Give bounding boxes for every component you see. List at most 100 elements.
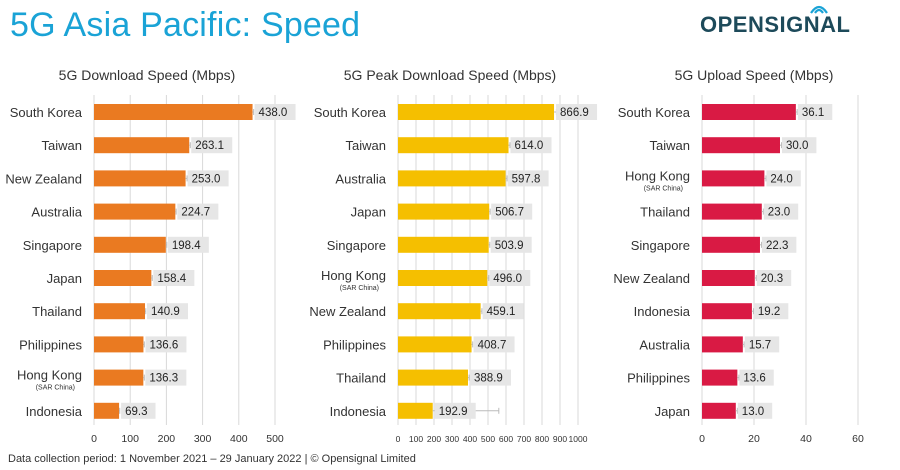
value-label-bg [782, 137, 817, 154]
category-label: Philippines [323, 337, 386, 352]
category-label: Taiwan [346, 138, 386, 153]
chart-panel-2: 5G Peak Download Speed (Mbps) 0 100 200 300 4… [309, 67, 598, 444]
value-label: 224.7 [181, 207, 210, 219]
bar [398, 236, 489, 253]
value-label-bg [491, 203, 533, 220]
value-label-bg [482, 303, 524, 320]
value-label: 19.2 [758, 306, 780, 318]
opensignal-logo: OPENSIGNAL [700, 5, 851, 38]
value-label: 30.0 [786, 140, 808, 152]
value-label-bg [191, 137, 233, 154]
category-label: South Korea [10, 105, 83, 120]
bar [398, 104, 555, 120]
tick-label: 700 [517, 434, 531, 444]
value-label: 158.4 [157, 273, 186, 285]
value-label: 22.3 [766, 240, 788, 252]
value-label: 192.9 [439, 406, 468, 418]
chart-title: 5G Download Speed (Mbps) [59, 67, 236, 83]
tick-label: 500 [266, 433, 284, 445]
chart-panel-3: 5G Upload Speed (Mbps) 0 20 40 60 South Korea… [613, 67, 864, 445]
category-label: Hong Kong [17, 368, 82, 383]
bar [94, 236, 166, 253]
tick-label: 100 [121, 433, 139, 445]
value-label: 13.6 [743, 373, 765, 385]
value-label: 69.3 [125, 406, 147, 418]
bar [94, 104, 253, 120]
category-label: Thailand [336, 371, 386, 386]
signal-wave-icon [810, 5, 828, 14]
bar [94, 369, 144, 386]
value-label-bg [761, 236, 797, 253]
tick-label: 40 [800, 433, 812, 445]
category-sublabel: (SAR China) [36, 385, 75, 392]
value-label-bg [797, 104, 833, 120]
value-label-bg [254, 104, 296, 120]
category-label: Philippines [627, 371, 690, 386]
category-label: Taiwan [42, 138, 82, 153]
category-label: Thailand [640, 205, 690, 220]
tick-label: 1000 [569, 434, 588, 444]
category-label: Japan [47, 271, 82, 286]
category-sublabel: (SAR China) [644, 185, 683, 192]
tick-label: 20 [748, 433, 760, 445]
category-label: Indonesia [330, 404, 387, 419]
category-label: Indonesia [634, 304, 691, 319]
bar [94, 402, 120, 419]
category-label: Taiwan [650, 138, 690, 153]
value-label-bg [737, 402, 773, 419]
value-label-bg [153, 270, 195, 286]
value-label-bg [177, 203, 219, 220]
bar [702, 104, 796, 120]
value-label-bg [470, 369, 512, 386]
value-label: 23.0 [768, 207, 790, 219]
category-label: Australia [31, 205, 82, 220]
bar [398, 336, 472, 353]
category-label: South Korea [314, 105, 387, 120]
value-label: 438.0 [259, 107, 288, 119]
bar [398, 270, 488, 286]
value-label: 388.9 [474, 373, 503, 385]
value-label: 198.4 [172, 240, 201, 252]
bar [94, 203, 176, 220]
value-label-bg [187, 170, 229, 187]
bar [398, 137, 509, 154]
category-label: Singapore [327, 238, 386, 253]
value-label: 614.0 [515, 140, 544, 152]
tick-label: 300 [194, 433, 212, 445]
category-label: New Zealand [5, 171, 82, 186]
page-title: 5G Asia Pacific: Speed [10, 6, 361, 44]
value-label: 136.6 [149, 339, 178, 351]
value-label-bg [145, 336, 187, 353]
bar [398, 369, 469, 386]
category-label: Thailand [32, 304, 82, 319]
chart-panel-1: 5G Download Speed (Mbps) 0 100 200 300 400 500… [5, 67, 296, 445]
category-sublabel: (SAR China) [340, 285, 379, 292]
bar [398, 203, 490, 220]
value-label-bg [744, 336, 780, 353]
category-label: Indonesia [26, 404, 83, 419]
value-label: 503.9 [495, 240, 524, 252]
category-label: New Zealand [309, 304, 386, 319]
value-label: 36.1 [802, 107, 824, 119]
bar [94, 170, 186, 187]
category-label: New Zealand [613, 271, 690, 286]
value-label: 24.0 [770, 173, 792, 185]
value-label-bg [121, 402, 156, 419]
bar [94, 137, 190, 154]
bar [702, 236, 760, 253]
value-label: 136.3 [149, 373, 178, 385]
value-label-bg [739, 369, 774, 386]
category-label: Singapore [23, 238, 82, 253]
tick-label: 400 [463, 434, 477, 444]
value-label-bg [510, 137, 552, 154]
value-label: 496.0 [493, 273, 522, 285]
value-label-bg [145, 369, 187, 386]
value-label-bg [763, 203, 799, 220]
value-label-bg [434, 402, 476, 419]
value-label: 506.7 [495, 207, 524, 219]
tick-label: 0 [699, 433, 705, 445]
category-label: Singapore [631, 238, 690, 253]
value-label-bg [766, 170, 801, 187]
logo-text: OPENSIGNAL [700, 12, 851, 37]
category-label: Japan [655, 404, 690, 419]
